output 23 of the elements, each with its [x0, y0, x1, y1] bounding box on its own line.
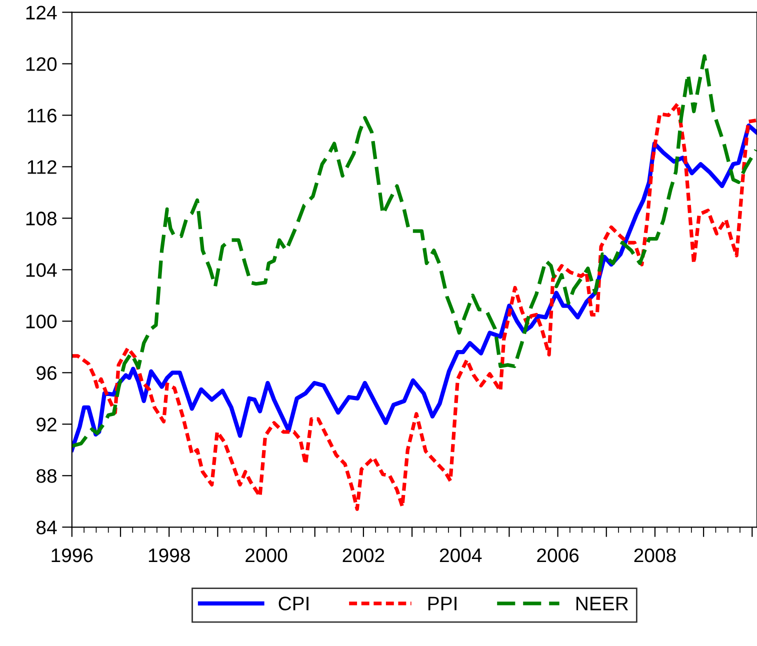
- x-tick-label: 1996: [52, 548, 93, 562]
- y-tick-label: 84: [36, 520, 57, 534]
- y-tick-label: 108: [26, 212, 56, 226]
- y-tick-label: 112: [28, 160, 56, 174]
- y-tick-label: 120: [26, 57, 57, 71]
- y-tick-label: 116: [28, 108, 56, 122]
- line-series: [72, 54, 757, 448]
- x-tick-label: 1998: [148, 548, 190, 562]
- y-tick-label: 88: [36, 469, 56, 483]
- x-tick-label: 2008: [634, 548, 676, 562]
- x-tick-label: 2002: [342, 548, 384, 562]
- legend-label: CPI: [278, 596, 308, 610]
- y-tick-label: 100: [26, 314, 57, 328]
- line-series: [72, 102, 757, 511]
- legend-label: NEER: [576, 596, 628, 610]
- y-tick-label: 124: [26, 6, 57, 20]
- y-tick-label: 92: [36, 418, 56, 432]
- x-tick-label: 2006: [537, 548, 579, 562]
- x-tick-label: 2000: [246, 548, 288, 562]
- x-tick-label: 2004: [440, 548, 482, 562]
- legend-label: PPI: [428, 596, 456, 610]
- y-tick-label: 96: [36, 366, 56, 380]
- y-tick-label: 104: [26, 263, 57, 277]
